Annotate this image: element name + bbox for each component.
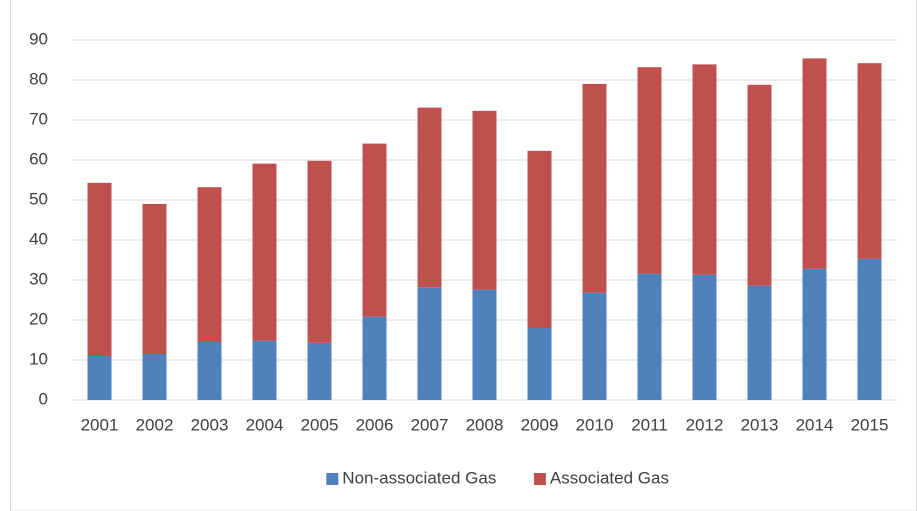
bar-segment (637, 67, 662, 274)
bar-segment (362, 316, 387, 400)
bar-segment (747, 84, 772, 286)
legend-label: Non-associated Gas (342, 468, 496, 487)
bar-segment (142, 204, 167, 354)
x-tick-label: 2015 (851, 415, 889, 434)
x-tick-label: 2011 (631, 415, 668, 434)
y-tick-label: 40 (29, 229, 48, 248)
legend-swatch (533, 473, 546, 485)
y-tick-label: 20 (29, 309, 48, 328)
bar-segment (307, 160, 332, 343)
bar-segment (582, 84, 607, 293)
bar-segment (582, 292, 607, 400)
x-tick-label: 2014 (796, 415, 834, 434)
bar-segment (527, 328, 552, 400)
y-tick-label: 80 (29, 69, 48, 88)
x-tick-label: 2013 (741, 415, 779, 434)
bar-segment (197, 187, 222, 342)
bar-segment (637, 273, 662, 400)
y-tick-label: 70 (29, 109, 48, 128)
x-tick-label: 2010 (576, 415, 614, 434)
y-tick-label: 0 (39, 389, 48, 408)
bar-segment (802, 58, 827, 269)
bar-segment (692, 274, 717, 400)
bar-segment (307, 342, 332, 400)
bar-segment (197, 342, 222, 400)
bar-segment (417, 107, 442, 288)
x-tick-label: 2002 (136, 415, 174, 434)
bar-segment (857, 258, 882, 400)
y-tick-label: 90 (29, 29, 48, 48)
x-tick-label: 2005 (301, 415, 339, 434)
y-tick-label: 50 (29, 189, 48, 208)
y-tick-label: 30 (29, 269, 48, 288)
legend-label: Associated Gas (550, 468, 669, 487)
x-tick-label: 2012 (686, 415, 724, 434)
x-tick-label: 2001 (81, 415, 119, 434)
bar-segment (142, 354, 167, 400)
bar-segment (472, 289, 497, 400)
x-tick-label: 2009 (521, 415, 559, 434)
x-tick-label: 2008 (466, 415, 504, 434)
bar-segment (87, 356, 112, 400)
y-tick-label: 10 (29, 349, 48, 368)
x-tick-label: 2003 (191, 415, 229, 434)
bar-segment (692, 64, 717, 275)
bar-segment (417, 287, 442, 400)
y-tick-label: 60 (29, 149, 48, 168)
bar-segment (747, 285, 772, 400)
bar-segment (252, 163, 277, 341)
x-tick-label: 2007 (411, 415, 449, 434)
bar-segment (362, 143, 387, 317)
bar-segment (802, 268, 827, 400)
bar-segment (857, 63, 882, 259)
bar-segment (472, 110, 497, 290)
x-tick-label: 2006 (356, 415, 394, 434)
legend-swatch (326, 473, 339, 485)
bar-segment (252, 340, 277, 400)
bar-segment (527, 150, 552, 328)
bar-segment (87, 182, 112, 356)
x-tick-label: 2004 (246, 415, 284, 434)
